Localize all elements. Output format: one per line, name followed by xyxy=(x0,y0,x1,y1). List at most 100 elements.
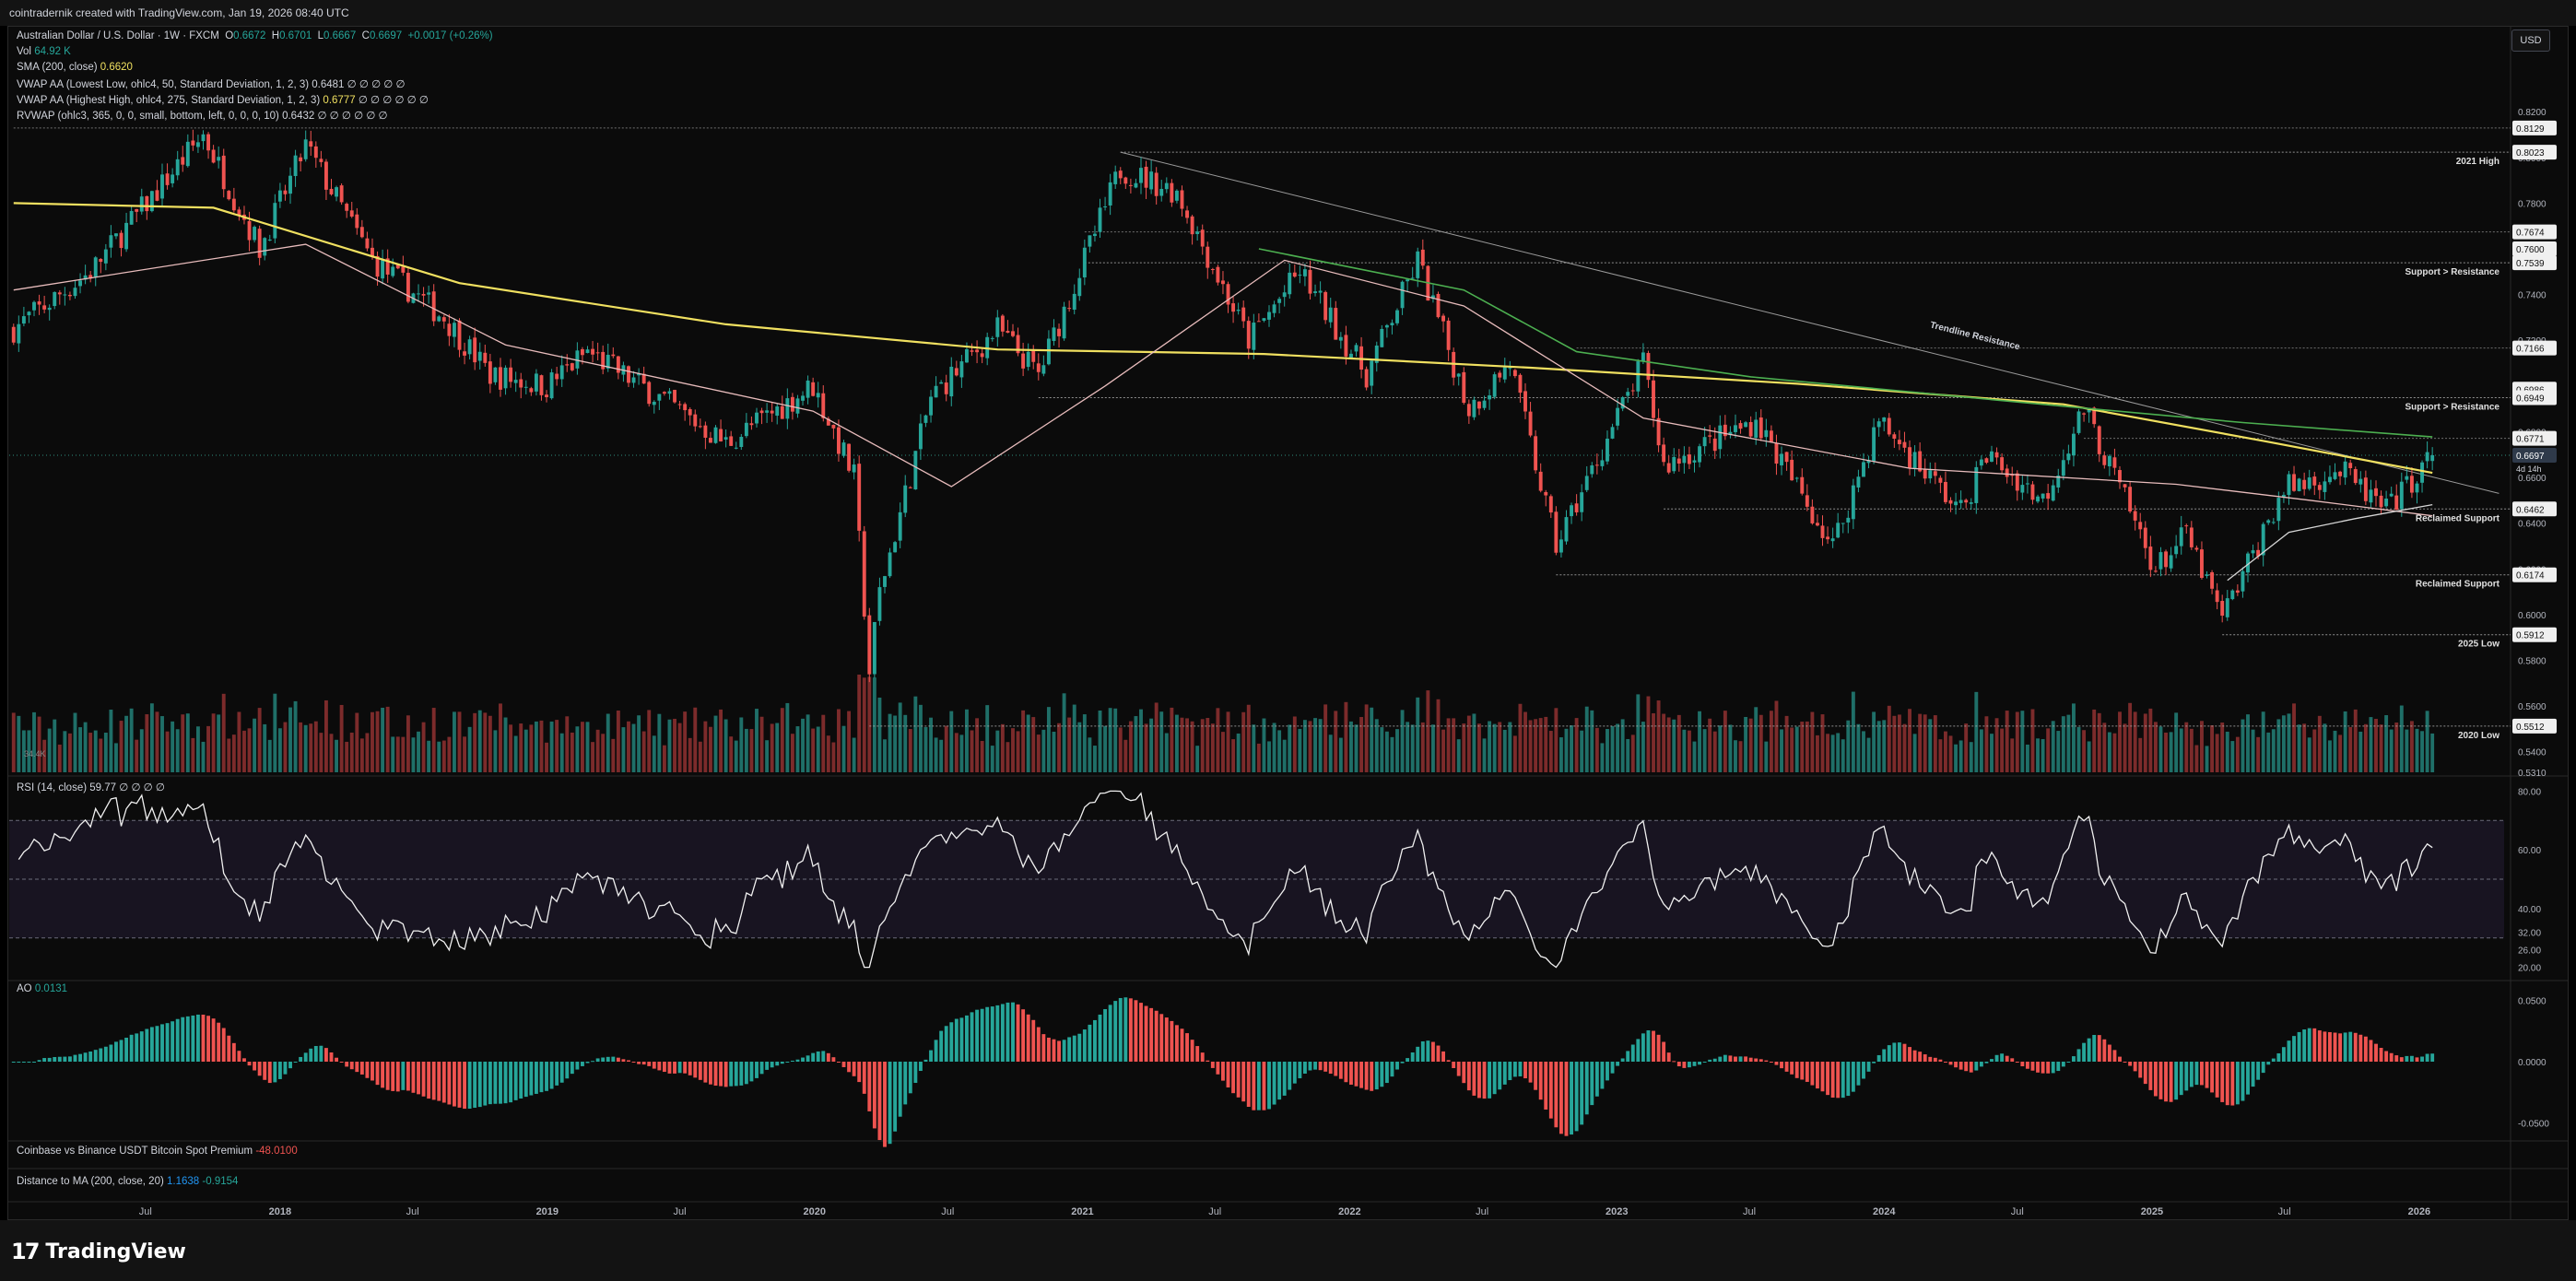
volume-bar xyxy=(1866,737,1871,772)
distance-value-2: -0.9154 xyxy=(202,1176,239,1187)
currency-button[interactable]: USD xyxy=(2511,29,2550,52)
volume-bar xyxy=(2138,737,2143,772)
volume-bar xyxy=(2092,709,2097,772)
volume-bar xyxy=(641,731,646,772)
ao-bar xyxy=(1990,1059,1994,1062)
candle-body xyxy=(2184,525,2189,527)
volume-bar xyxy=(709,726,712,772)
volume-bar xyxy=(939,739,944,772)
volume-bar xyxy=(2379,724,2383,772)
ao-bar xyxy=(2092,1034,2097,1062)
ao-bar xyxy=(1830,1062,1835,1098)
rvwap-legend[interactable]: RVWAP (ohlc3, 365, 0, 0, small, bottom, … xyxy=(17,111,388,122)
volume-bar xyxy=(2276,719,2281,772)
ao-bar xyxy=(1159,1014,1164,1062)
vwap-high-legend[interactable]: VWAP AA (Highest High, ohlc4, 275, Stand… xyxy=(17,95,429,106)
ao-bar xyxy=(57,1056,62,1062)
ao-bar xyxy=(359,1062,364,1075)
ao-bar xyxy=(2379,1048,2383,1062)
volume-bar xyxy=(2246,714,2250,772)
volume-bar xyxy=(837,709,841,772)
price-label-box xyxy=(2512,627,2557,642)
ao-bar xyxy=(1149,1007,1154,1062)
ao-bar xyxy=(1862,1062,1865,1079)
volume-bar xyxy=(513,735,518,772)
candle-body xyxy=(195,142,200,147)
candle-body xyxy=(427,292,431,295)
candle-body xyxy=(406,273,410,302)
candle-body xyxy=(2107,455,2111,466)
candle-body xyxy=(2302,479,2307,489)
candle-body xyxy=(1574,503,1579,512)
ao-bar xyxy=(427,1062,431,1099)
volume-bar xyxy=(155,711,159,772)
vwap-low-legend[interactable]: VWAP AA (Lowest Low, ohlc4, 50, Standard… xyxy=(17,79,406,90)
volume-bar xyxy=(355,712,359,772)
ao-bar xyxy=(381,1062,385,1088)
candle-body xyxy=(1088,235,1092,247)
volume-bar xyxy=(2102,723,2107,772)
ao-bar xyxy=(2056,1062,2061,1072)
price-tick-label: 0.5600 xyxy=(2518,702,2547,712)
ao-bar xyxy=(293,1062,298,1063)
premium-legend[interactable]: Coinbase vs Binance USDT Bitcoin Spot Pr… xyxy=(17,1146,298,1157)
volume-legend[interactable]: Vol 64.92 K xyxy=(17,46,71,57)
ao-bar xyxy=(53,1056,57,1062)
price-label-box xyxy=(2512,224,2557,240)
candle-body xyxy=(2087,407,2091,413)
candle-body xyxy=(2353,469,2358,484)
volume-bar xyxy=(1328,735,1333,772)
volume-bar xyxy=(1323,704,1328,772)
volume-bar xyxy=(2112,733,2117,772)
ao-bar xyxy=(1652,1030,1655,1062)
volume-bar xyxy=(99,738,103,772)
volume-bar xyxy=(2230,741,2235,772)
volume-bar xyxy=(549,721,554,772)
candle-body xyxy=(1067,308,1072,310)
ao-bar xyxy=(790,1060,794,1062)
candle-body xyxy=(135,208,139,212)
ao-bar xyxy=(1570,1062,1573,1135)
ao-bar xyxy=(339,1062,344,1063)
ao-bar xyxy=(688,1062,692,1075)
volume-bar xyxy=(1134,716,1138,772)
candle-body xyxy=(1682,455,1687,464)
ao-bar xyxy=(283,1062,288,1075)
candle-body xyxy=(1692,460,1697,463)
volume-bar xyxy=(2363,723,2368,772)
ao-legend[interactable]: AO 0.0131 xyxy=(17,983,68,994)
ao-bar xyxy=(2302,1029,2307,1062)
candles xyxy=(11,129,2435,683)
volume-bar xyxy=(698,741,702,772)
volume-bar xyxy=(2205,746,2209,772)
ao-bar xyxy=(2266,1062,2271,1065)
candle-body xyxy=(1687,454,1691,464)
volume-bar xyxy=(417,731,420,772)
ao-bar xyxy=(217,1022,221,1062)
ao-bar xyxy=(1446,1060,1451,1062)
volume-bar xyxy=(1876,721,1881,772)
volume-bar xyxy=(1554,708,1559,772)
volume-bar xyxy=(2343,711,2347,772)
ao-bar xyxy=(1420,1040,1425,1062)
volume-bar xyxy=(1641,722,1645,772)
rsi-legend[interactable]: RSI (14, close) 59.77 ∅ ∅ ∅ ∅ xyxy=(17,782,165,793)
tradingview-logo[interactable]: 17 TradingView xyxy=(11,1239,186,1264)
ao-bar xyxy=(1292,1062,1297,1084)
candle-body xyxy=(124,222,129,250)
ao-bar xyxy=(2312,1028,2317,1062)
distance-legend[interactable]: Distance to MA (200, close, 20) 1.1638 -… xyxy=(17,1176,239,1187)
candle-body xyxy=(1948,499,1953,504)
candle-body xyxy=(811,382,816,396)
candle-body xyxy=(2158,552,2163,570)
ao-bar xyxy=(2430,1053,2435,1062)
volume-bar xyxy=(201,741,206,772)
ao-bar xyxy=(1231,1062,1236,1094)
symbol-legend[interactable]: Australian Dollar / U.S. Dollar · 1W · F… xyxy=(17,30,493,41)
sma-legend[interactable]: SMA (200, close) 0.6620 xyxy=(17,62,133,73)
candle-body xyxy=(2297,478,2301,491)
ao-bar xyxy=(1313,1062,1317,1070)
volume-bar xyxy=(1482,738,1487,772)
volume-bar xyxy=(565,716,570,772)
